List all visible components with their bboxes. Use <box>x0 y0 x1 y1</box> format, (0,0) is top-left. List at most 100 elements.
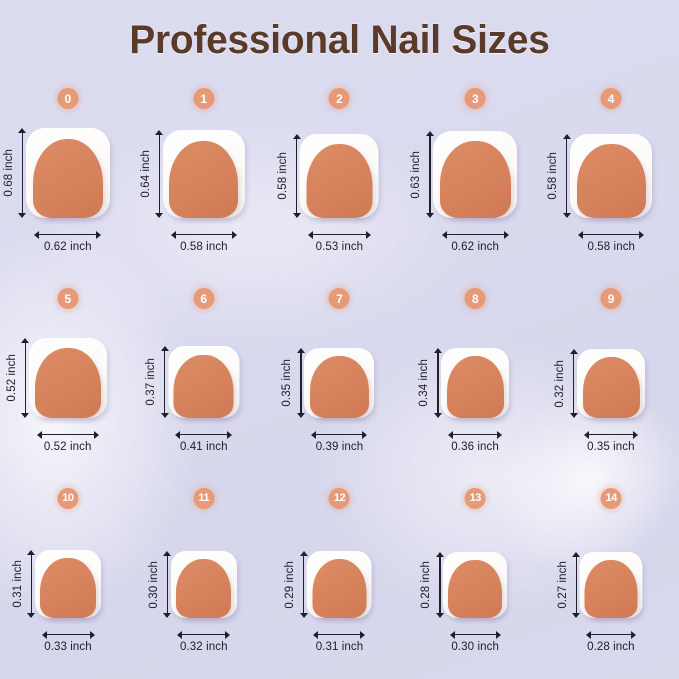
width-dimension: 0.33 inch <box>41 630 95 653</box>
nail-artwork <box>304 348 375 418</box>
width-label: 0.62 inch <box>451 241 499 253</box>
nail-artwork <box>443 552 508 618</box>
nail-body <box>440 141 511 218</box>
nail-artwork <box>306 551 372 618</box>
page-title: Professional Nail Sizes <box>129 18 550 62</box>
nail-size-item: 4 0.58 inch 0.58 inch <box>543 84 679 284</box>
width-dimension: 0.62 inch <box>34 230 102 253</box>
height-dimension: 0.63 inch <box>410 131 434 218</box>
width-label: 0.53 inch <box>315 241 364 253</box>
height-dimension: 0.68 inch <box>3 128 27 218</box>
height-dimension: 0.28 inch <box>420 552 444 618</box>
width-label: 0.33 inch <box>44 641 92 653</box>
height-label: 0.37 inch <box>145 358 158 406</box>
nail-shape <box>443 552 508 618</box>
height-label: 0.30 inch <box>147 560 160 609</box>
nail-shape <box>304 348 375 418</box>
nail-body <box>35 347 101 418</box>
nail-size-row: 10 0.31 inch 0.33 inch 11 0.30 inch 0.32 inch… <box>0 484 679 679</box>
nail-artwork <box>162 130 245 218</box>
height-arrow-icon <box>160 346 169 418</box>
nail-size-item: 2 0.58 inch 0.53 inch <box>272 84 408 284</box>
height-arrow-icon <box>435 552 444 618</box>
nail-size-item: 3 0.63 inch 0.62 inch <box>407 84 543 284</box>
width-label: 0.28 inch <box>587 641 635 653</box>
height-arrow-icon <box>569 349 578 418</box>
nail-size-number-badge: 2 <box>328 88 350 109</box>
width-arrow-icon <box>585 630 636 639</box>
nail-shape <box>34 550 101 618</box>
nail-shape <box>579 552 643 618</box>
height-label: 0.31 inch <box>11 560 24 608</box>
nail-size-number-badge: 8 <box>464 288 486 309</box>
nail-size-row: 0 0.68 inch 0.62 inch 1 0.64 inch 0.58 inch 2 0… <box>0 84 679 284</box>
width-dimension: 0.58 inch <box>170 230 237 253</box>
height-label: 0.29 inch <box>283 560 296 609</box>
height-arrow-icon <box>292 134 301 218</box>
width-arrow-icon <box>175 430 233 439</box>
nail-body <box>584 559 638 618</box>
nail-artwork <box>25 128 110 218</box>
nail-artwork <box>28 338 107 418</box>
nail-body <box>40 558 96 618</box>
nail-shape <box>570 134 653 218</box>
nail-shape <box>441 348 510 418</box>
height-label: 0.58 inch <box>547 152 560 200</box>
height-arrow-icon <box>433 348 442 418</box>
height-arrow-icon <box>27 550 36 618</box>
width-dimension: 0.53 inch <box>307 230 371 253</box>
height-arrow-icon <box>299 551 308 618</box>
height-label: 0.34 inch <box>418 359 431 407</box>
height-arrow-icon <box>425 131 434 218</box>
height-dimension: 0.64 inch <box>140 130 164 218</box>
width-arrow-icon <box>34 230 102 239</box>
nail-shape <box>25 128 110 218</box>
nail-size-number-badge: 4 <box>600 88 622 109</box>
width-arrow-icon <box>307 230 371 239</box>
nail-body <box>312 559 367 618</box>
nail-size-number-badge: 14 <box>600 488 622 509</box>
width-label: 0.35 inch <box>587 441 635 453</box>
nail-shape <box>170 551 237 618</box>
nail-size-item: 8 0.34 inch 0.36 inch <box>407 284 543 484</box>
nail-size-number-badge: 6 <box>193 288 215 309</box>
nail-body <box>582 357 640 418</box>
nail-body <box>32 138 104 218</box>
width-arrow-icon <box>170 230 237 239</box>
width-dimension: 0.41 inch <box>175 430 233 453</box>
height-label: 0.64 inch <box>139 150 152 198</box>
nail-artwork <box>577 349 646 418</box>
height-arrow-icon <box>155 130 164 218</box>
nail-size-item: 0 0.68 inch 0.62 inch <box>0 84 136 284</box>
nail-shape <box>28 338 107 418</box>
nail-artwork <box>299 134 379 218</box>
width-dimension: 0.36 inch <box>448 430 503 453</box>
height-dimension: 0.35 inch <box>281 348 306 418</box>
width-dimension: 0.35 inch <box>583 430 638 453</box>
height-dimension: 0.32 inch <box>554 349 578 418</box>
nail-body <box>446 356 504 418</box>
height-dimension: 0.34 inch <box>418 348 442 418</box>
nail-size-number-badge: 3 <box>464 88 486 109</box>
width-arrow-icon <box>449 630 501 639</box>
width-arrow-icon <box>583 430 638 439</box>
height-arrow-icon <box>21 338 30 418</box>
height-arrow-icon <box>572 552 581 618</box>
nail-size-number-badge: 13 <box>464 488 486 509</box>
width-label: 0.58 inch <box>587 241 636 253</box>
nail-shape <box>162 130 245 218</box>
height-dimension: 0.37 inch <box>145 346 169 418</box>
nail-size-number-badge: 5 <box>57 288 79 309</box>
nail-size-number-badge: 12 <box>328 488 350 509</box>
height-label: 0.63 inch <box>410 150 423 199</box>
width-dimension: 0.31 inch <box>313 630 366 653</box>
width-dimension: 0.30 inch <box>449 630 501 653</box>
height-label: 0.28 inch <box>420 561 433 609</box>
nail-body <box>310 356 369 418</box>
nail-shape <box>168 346 240 418</box>
height-dimension: 0.29 inch <box>284 551 308 618</box>
nail-artwork <box>579 552 643 618</box>
height-dimension: 0.30 inch <box>148 551 172 618</box>
width-arrow-icon <box>578 230 645 239</box>
